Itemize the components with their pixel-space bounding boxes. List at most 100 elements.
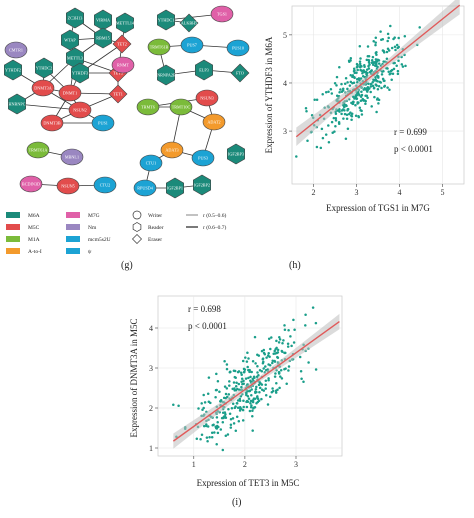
node-ellipse: [147, 38, 171, 56]
data-point: [377, 98, 381, 102]
data-point: [374, 76, 377, 79]
network-node: ADAT3: [160, 141, 184, 159]
data-point: [364, 94, 367, 98]
node-label: METTL3: [67, 56, 83, 61]
data-point: [246, 394, 250, 398]
node-label: TET2: [117, 42, 127, 47]
data-point: [351, 100, 355, 104]
node-label: YTHDF2: [5, 68, 21, 73]
data-point: [346, 87, 349, 91]
data-point: [327, 124, 330, 127]
x-tick-label: 3: [294, 460, 298, 469]
node-label: NSUN5: [61, 184, 75, 189]
data-point: [274, 391, 278, 394]
data-point: [203, 401, 207, 404]
data-point: [354, 114, 358, 117]
legend-swatch: [6, 212, 20, 218]
data-point: [367, 61, 371, 64]
network-node: NSUN5: [56, 177, 80, 195]
network-node: CTU2: [93, 176, 117, 194]
data-point: [346, 127, 350, 131]
node-hexagon: [60, 29, 79, 51]
data-point: [321, 136, 325, 140]
data-point: [234, 405, 237, 408]
data-point: [247, 357, 250, 360]
data-point: [273, 360, 277, 363]
node-ellipse: [169, 98, 193, 116]
legend-type-label: A-to-I: [28, 249, 42, 255]
data-point: [269, 347, 272, 351]
data-point: [375, 53, 378, 57]
x-tick-label: 5: [441, 188, 445, 197]
data-point: [418, 26, 421, 29]
data-point: [274, 348, 277, 351]
data-point: [255, 385, 258, 389]
node-label: YTHDC2: [36, 66, 53, 71]
node-hexagon: [4, 59, 23, 81]
data-point: [365, 58, 369, 62]
x-tick-label: 2: [243, 460, 247, 469]
data-point: [392, 37, 395, 41]
data-point: [345, 117, 349, 120]
data-point: [206, 392, 210, 395]
legend-reader-hexagon-icon: [132, 222, 142, 232]
data-point: [259, 382, 262, 385]
data-point: [228, 384, 231, 387]
data-point: [346, 81, 349, 84]
data-point: [231, 417, 235, 420]
data-point: [274, 372, 277, 375]
node-label: TRMT6: [141, 105, 155, 110]
legend-shape-label: Eraser: [148, 237, 162, 243]
data-point: [341, 87, 345, 90]
node-diamond: [108, 84, 128, 104]
data-point: [260, 388, 264, 391]
node-hexagon: [8, 93, 27, 115]
data-point: [314, 321, 318, 325]
node-ellipse: [226, 39, 250, 57]
data-point: [247, 397, 251, 400]
data-point: [397, 36, 400, 40]
node-label: DNMT3B: [43, 121, 60, 126]
data-point: [287, 369, 290, 372]
panel-label-h: (h): [289, 260, 301, 271]
node-label: ALKBH5: [181, 21, 198, 26]
network-node: ELP3: [195, 59, 213, 81]
data-point: [334, 124, 337, 128]
data-point: [254, 362, 257, 365]
node-ellipse: [195, 89, 219, 107]
data-point: [215, 416, 219, 419]
data-point: [370, 105, 373, 108]
data-point: [250, 388, 253, 391]
legend-shape-label: Reader: [148, 225, 164, 231]
node-label: PUS7: [187, 43, 197, 48]
data-point: [281, 342, 284, 345]
node-ellipse: [139, 154, 163, 172]
data-point: [360, 113, 364, 116]
data-point: [397, 45, 400, 49]
data-point: [379, 30, 382, 33]
network-node: IGF2BP3: [227, 143, 245, 165]
data-point: [319, 146, 323, 150]
data-point: [262, 348, 266, 352]
data-point: [224, 416, 228, 419]
node-label: MBNL1: [65, 155, 79, 160]
data-point: [228, 370, 232, 374]
y-axis-label: Expression of DNMT3A in M5C: [129, 319, 139, 438]
data-point: [239, 407, 243, 411]
data-point: [302, 380, 305, 384]
node-label: CTU1: [146, 161, 156, 166]
data-point: [256, 395, 259, 398]
node-ellipse: [40, 114, 64, 132]
data-point: [265, 356, 268, 359]
node-label: VIRMA: [96, 18, 110, 23]
data-point: [283, 324, 286, 327]
data-point: [386, 86, 389, 89]
node-hexagon: [34, 57, 54, 79]
data-point: [285, 382, 288, 386]
data-point: [223, 385, 227, 388]
node-label: DNMT3A: [34, 86, 51, 91]
network-node: NSUN2: [68, 101, 92, 119]
node-label: ZC3H13: [68, 16, 83, 21]
data-point: [307, 361, 310, 364]
data-point: [270, 336, 273, 339]
